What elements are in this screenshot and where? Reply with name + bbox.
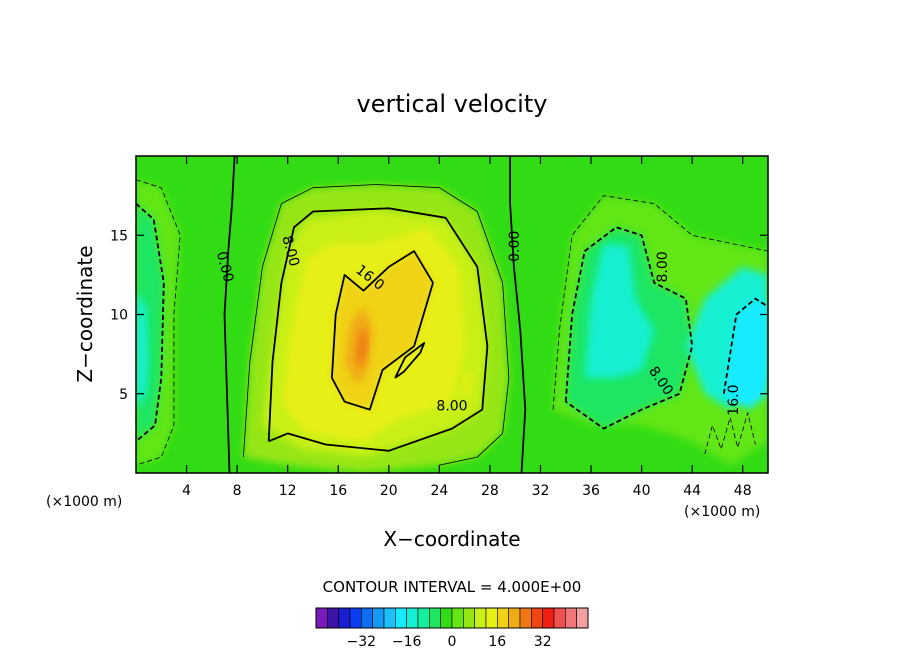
colorbar-swatch (519, 607, 532, 629)
colorbar-swatch (474, 607, 487, 629)
contour-line (722, 297, 768, 394)
plot-area (136, 156, 768, 473)
contour-fields (136, 179, 768, 473)
colorbar-swatch (429, 607, 441, 629)
contour-label: 16.0 (726, 385, 742, 416)
contour-line (136, 202, 165, 442)
colorbar-frame (315, 607, 589, 629)
y-axis-label: Z−coordinate (73, 245, 97, 382)
colorbar-swatch (485, 607, 498, 629)
x-tick-label: 32 (532, 483, 550, 499)
colorbar-swatch (406, 607, 419, 629)
x-axis-label: X−coordinate (383, 527, 520, 551)
field-region (136, 290, 149, 410)
colorbar-swatch (451, 607, 464, 629)
colorbar-swatch (372, 607, 385, 629)
contour-lines (136, 156, 768, 473)
contour-label: 8.00 (278, 234, 302, 268)
colorbar-swatch (361, 607, 373, 629)
contour-interval-text: CONTOUR INTERVAL = 4.000E+00 (323, 578, 582, 596)
colorbar (315, 607, 589, 629)
contour-line (704, 412, 756, 455)
x-unit-label-left: (×1000 m) (46, 494, 122, 510)
chart-title: vertical velocity (357, 90, 548, 118)
colorbar-swatch (576, 607, 589, 629)
colorbar-swatch (542, 607, 555, 629)
colorbar-swatch (315, 607, 328, 629)
colorbar-tick-label: 16 (488, 634, 506, 650)
contour-label: 0.00 (507, 231, 523, 262)
contour-line (223, 156, 236, 473)
field-region (584, 243, 655, 378)
colorbar-swatch (553, 607, 566, 629)
x-tick-label: 36 (582, 483, 600, 499)
colorbar-swatch (395, 607, 407, 629)
colorbar-swatch (497, 607, 509, 629)
x-tick-label: 24 (430, 483, 448, 499)
contour-line (136, 179, 181, 466)
x-tick-label: 28 (481, 483, 499, 499)
x-tick-label: 4 (182, 483, 191, 499)
colorbar-swatch (327, 607, 339, 629)
y-axis-ticks: 5 10 15 (110, 228, 768, 403)
colorbar-swatch (463, 607, 475, 629)
colorbar-swatch (383, 607, 396, 629)
colorbar-swatch (565, 607, 577, 629)
contour-line (243, 184, 510, 466)
colorbar-tick-labels: −32 −16 0 16 32 (347, 634, 552, 650)
colorbar-tick-label: −16 (392, 634, 422, 650)
x-tick-label: 40 (633, 483, 651, 499)
x-tick-label: 8 (233, 483, 242, 499)
y-tick-label: 5 (119, 387, 128, 403)
colorbar-swatch (338, 607, 351, 629)
contour-line (394, 342, 426, 379)
field-region (460, 370, 473, 397)
y-tick-label: 10 (110, 308, 128, 324)
x-tick-label: 20 (380, 483, 398, 499)
y-tick-label: 15 (110, 228, 128, 244)
colorbar-tick-label: 0 (448, 634, 457, 650)
colorbar-swatch (531, 607, 543, 629)
contour-line (331, 250, 434, 411)
colorbar-swatch (349, 607, 362, 629)
x-unit-label-right: (×1000 m) (684, 504, 760, 520)
x-tick-label: 12 (279, 483, 297, 499)
field-region (294, 385, 310, 418)
contour-label: 0.00 (213, 250, 237, 284)
x-tick-label: 16 (329, 483, 347, 499)
contour-label: 8.00 (655, 251, 671, 282)
contour-line (552, 195, 768, 410)
colorbar-swatch (508, 607, 521, 629)
field-region (355, 325, 368, 369)
x-tick-label: 48 (734, 483, 752, 499)
x-tick-label: 44 (683, 483, 701, 499)
contour-line (267, 207, 489, 452)
contour-label: 8.00 (436, 398, 467, 414)
colorbar-swatch (440, 607, 453, 629)
colorbar-tick-label: −32 (347, 634, 377, 650)
contour-line (564, 226, 694, 430)
contour-line (509, 156, 527, 473)
colorbar-swatch (417, 607, 430, 629)
x-axis-ticks: 4 8 12 16 20 24 28 32 36 40 44 48 (182, 156, 752, 499)
colorbar-tick-label: 32 (534, 634, 552, 650)
